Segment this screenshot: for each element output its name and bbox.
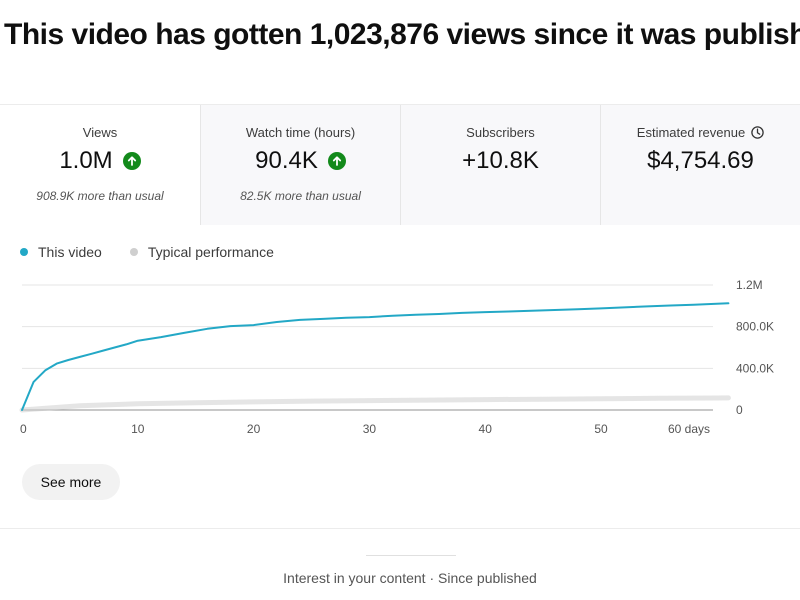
metric-label: Watch time (hours) [245,125,356,140]
legend-label: Typical performance [147,244,274,260]
x-tick-label: 20 [247,422,261,436]
series-layer [19,302,731,413]
chart-legend: This video Typical performance [20,244,274,260]
metric-value: $4,754.69 [647,147,754,174]
section-title: Interest in your content · Since publish… [283,570,537,586]
metric-note: 908.9K more than usual [36,189,164,203]
clock-icon [751,126,764,142]
metric-value: +10.8K [462,147,539,174]
x-tick-label: 60 days [668,422,710,436]
metric-value: 1.0M [59,147,113,174]
x-tick-label: 30 [363,422,377,436]
views-line-chart[interactable]: 0 400.0K 800.0K 1.2M 0 10 20 30 40 50 60 days [0,270,800,450]
legend-label: This video [38,244,102,260]
x-tick-label: 40 [479,422,493,436]
legend-item-this-video[interactable]: This video [20,244,102,260]
card-divider [366,555,456,556]
grid-layer [22,284,713,411]
legend-dot-typical [129,248,138,256]
section-divider [0,528,800,529]
series-line-this-video [21,302,730,411]
legend-item-typical-performance[interactable]: Typical performance [129,244,274,260]
see-more-button[interactable]: See more [22,464,120,500]
metric-value: 90.4K [255,147,318,174]
metrics-row: Views 1.0M 908.9K more than usual Watch … [0,104,800,225]
x-tick-label: 50 [594,422,608,436]
y-tick-label: 800.0K [736,320,774,334]
arrow-up-icon [327,152,346,170]
arrow-up-icon [122,152,141,170]
metric-estimated-revenue[interactable]: Estimated revenue $4,754.69 [600,105,800,225]
y-tick-label: 1.2M [736,278,763,292]
series-line-typical [19,395,731,413]
x-tick-label: 0 [20,422,27,436]
y-tick-label: 0 [736,403,743,417]
tick-layer: 0 400.0K 800.0K 1.2M 0 10 20 30 40 50 60 days [20,278,774,436]
metric-views[interactable]: Views 1.0M 908.9K more than usual [0,105,200,225]
metric-note: 82.5K more than usual [240,189,361,203]
metric-label: Estimated revenue [636,125,746,140]
x-tick-label: 10 [131,422,145,436]
metric-subscribers[interactable]: Subscribers +10.8K [400,105,600,225]
page-headline: This video has gotten 1,023,876 views si… [4,18,800,51]
metric-label: Subscribers [466,125,535,140]
metric-watch-time[interactable]: Watch time (hours) 90.4K 82.5K more than… [200,105,400,225]
metric-label: Views [82,125,118,140]
legend-dot-this-video [20,248,28,256]
y-tick-label: 400.0K [736,361,774,375]
